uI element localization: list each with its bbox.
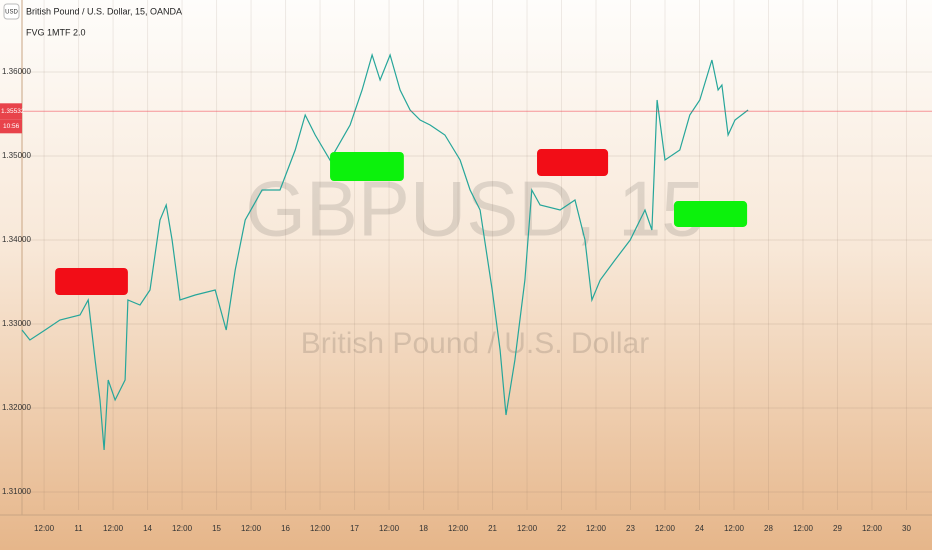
x-tick-label: 29	[833, 524, 842, 533]
y-tick-label: 1.33000	[2, 319, 31, 328]
fvg-box	[673, 201, 748, 227]
x-tick-label: 22	[557, 524, 566, 533]
x-tick-label: 12:00	[448, 524, 469, 533]
x-tick-label: 12:00	[586, 524, 607, 533]
x-tick-label: 28	[764, 524, 773, 533]
countdown-tag	[0, 119, 22, 134]
indicator-name: FVG 1MTF 2.0	[26, 27, 86, 37]
y-tick-label: 1.36000	[2, 67, 31, 76]
fvg-box	[537, 149, 609, 176]
x-tick-label: 12:00	[724, 524, 745, 533]
x-tick-label: 14	[143, 524, 152, 533]
x-tick-label: 12:00	[310, 524, 331, 533]
x-tick-label: 12:00	[517, 524, 538, 533]
y-tick-label: 1.34000	[2, 235, 31, 244]
price-line	[21, 52, 749, 451]
watermark: GBPUSD, 15	[245, 165, 705, 253]
x-tick-label: 12:00	[379, 524, 400, 533]
chart-title: British Pound / U.S. Dollar, 15, OANDA	[26, 6, 182, 16]
x-tick-label: 12:00	[241, 524, 262, 533]
x-tick-label: 15	[212, 524, 221, 533]
x-tick-label: 11	[74, 524, 83, 533]
x-tick-label: 12:00	[172, 524, 193, 533]
y-tick-label: 1.32000	[2, 403, 31, 412]
y-tick-label: 1.31000	[2, 487, 31, 496]
countdown: 10:56	[3, 123, 20, 130]
currency: USD	[5, 10, 18, 16]
y-tick-label: 1.35000	[2, 151, 31, 160]
x-tick-label: 12:00	[793, 524, 814, 533]
x-tick-label: 16	[281, 524, 290, 533]
fvg-box	[55, 267, 128, 296]
last-price-tag	[0, 103, 22, 120]
currency-badge[interactable]	[3, 3, 20, 20]
x-tick-label: 18	[419, 524, 428, 533]
x-tick-label: 12:00	[34, 524, 55, 533]
watermark-subtitle: British Pound / U.S. Dollar	[301, 327, 649, 360]
x-tick-label: 12:00	[103, 524, 124, 533]
x-tick-label: 30	[902, 524, 911, 533]
x-tick-label: 23	[626, 524, 635, 533]
x-tick-label: 21	[488, 524, 497, 533]
fvg-box	[330, 151, 404, 182]
x-tick-label: 17	[350, 524, 359, 533]
x-tick-label: 24	[695, 524, 704, 533]
last-price-label: 1.35532	[1, 108, 25, 115]
x-tick-label: 12:00	[655, 524, 676, 533]
x-tick-label: 12:00	[862, 524, 883, 533]
